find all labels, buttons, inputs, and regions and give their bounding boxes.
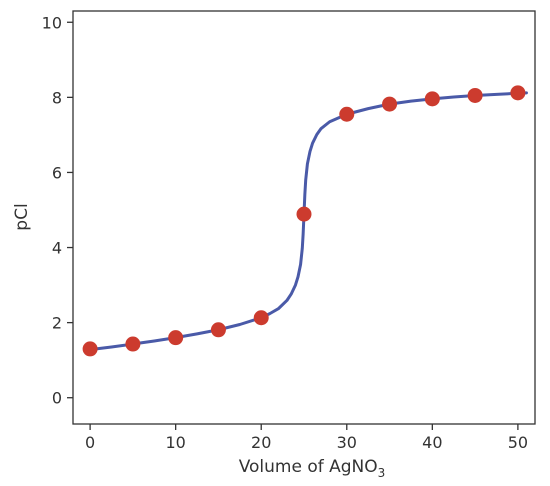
points-layer — [82, 85, 526, 357]
x-tick-label: 20 — [251, 433, 271, 452]
data-point — [168, 330, 184, 346]
curve-layer — [88, 91, 528, 352]
x-tick-label: 40 — [422, 433, 442, 452]
axis-ticks: 0 10 20 30 40 50 0 2 4 6 8 10 — [42, 13, 528, 452]
x-tick-label: 0 — [85, 433, 95, 452]
y-tick-label: 10 — [42, 13, 62, 32]
data-point — [382, 96, 398, 112]
x-tick-label: 10 — [165, 433, 185, 452]
plot-frame — [72, 10, 536, 425]
y-axis-title: pCl — [12, 203, 32, 230]
y-tick-label: 6 — [52, 163, 62, 182]
y-tick-label: 2 — [52, 314, 62, 333]
data-point — [253, 310, 269, 326]
x-axis-title-main: Volume of AgNO — [239, 457, 378, 477]
y-tick-label: 4 — [52, 239, 62, 258]
data-point — [339, 106, 355, 122]
data-point — [510, 85, 526, 101]
x-tick-label: 50 — [508, 433, 528, 452]
data-point — [82, 341, 98, 357]
y-tick-label: 0 — [52, 389, 62, 408]
data-point — [424, 91, 440, 107]
data-point — [125, 336, 141, 352]
titration-curve — [88, 91, 528, 352]
y-tick-label: 8 — [52, 88, 62, 107]
data-point — [210, 322, 226, 338]
x-tick-label: 30 — [337, 433, 357, 452]
data-point — [467, 87, 483, 103]
x-axis-title-subscript: 3 — [378, 466, 386, 480]
data-point — [296, 206, 312, 222]
x-axis-title: Volume of AgNO3 — [239, 457, 386, 480]
